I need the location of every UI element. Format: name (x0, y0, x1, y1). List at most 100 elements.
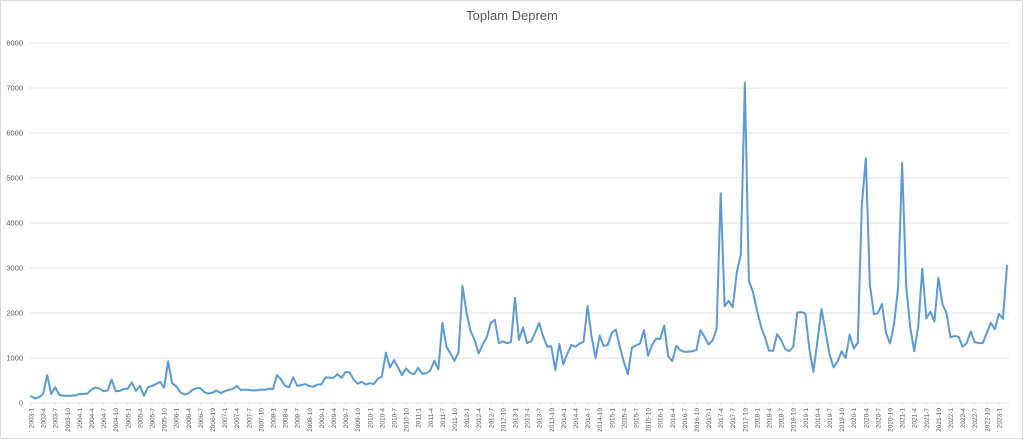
data-point (449, 352, 452, 355)
data-point (502, 340, 504, 342)
data-point (703, 336, 706, 338)
data-point (970, 330, 972, 333)
data-point (639, 343, 641, 345)
x-tick-label: 2017-1 (706, 408, 713, 429)
data-point (695, 349, 698, 351)
x-tick-label: 2011-10 (452, 408, 459, 432)
data-point (74, 394, 76, 396)
data-point (978, 342, 980, 344)
x-tick-label: 2016-1 (658, 408, 665, 429)
data-point (433, 360, 435, 362)
data-point (42, 393, 44, 395)
x-tick-label: 2004-4 (89, 408, 96, 429)
data-point (159, 381, 161, 383)
x-tick-label: 2015-4 (621, 408, 628, 429)
data-point (474, 339, 476, 341)
y-tick-label: 7000 (6, 84, 23, 93)
data-point (615, 329, 617, 331)
gridlines (29, 42, 1009, 404)
y-tick-label: 8000 (6, 39, 23, 48)
data-point (46, 374, 48, 376)
data-point (215, 389, 218, 391)
data-point (429, 370, 431, 372)
data-point (62, 395, 64, 397)
data-point (336, 373, 339, 375)
data-point (385, 352, 387, 354)
data-point (558, 343, 560, 345)
x-tick-label: 2010-7 (391, 408, 398, 429)
data-point (957, 336, 960, 338)
x-tick-label: 2016-7 (682, 408, 689, 429)
data-point (683, 351, 685, 353)
data-point (643, 329, 645, 331)
x-tick-label: 2015-7 (633, 408, 640, 429)
data-point (240, 389, 242, 391)
data-point (425, 372, 427, 374)
x-tick-label: 2005-10 (162, 408, 169, 432)
x-tick-label: 2016-4 (670, 408, 677, 429)
data-point (151, 385, 153, 387)
data-point (566, 352, 568, 355)
x-tick-label: 2014-4 (573, 408, 580, 429)
chart-title: Toplam Deprem (466, 8, 558, 23)
data-point (933, 320, 935, 323)
x-tick-label: 2023-1 (996, 408, 1003, 429)
series-layer (30, 81, 1008, 400)
data-point (155, 383, 157, 385)
data-point (328, 377, 331, 379)
data-point (199, 387, 201, 389)
x-tick-label: 2008-7 (295, 408, 302, 429)
data-point (397, 366, 399, 369)
data-point (268, 388, 270, 390)
x-tick-label: 2020-10 (888, 408, 895, 432)
data-point (260, 388, 262, 391)
data-point (163, 387, 165, 389)
x-tick-label: 2012-4 (476, 408, 483, 429)
data-point (409, 372, 411, 374)
x-tick-label: 2015-1 (609, 408, 616, 429)
data-point (913, 350, 915, 352)
data-point (272, 388, 274, 390)
y-tick-label: 1000 (6, 354, 23, 363)
data-point (244, 388, 246, 391)
data-point (837, 361, 839, 363)
data-point (223, 390, 226, 392)
data-point (659, 338, 661, 340)
x-tick-label: 2021-10 (936, 408, 943, 432)
data-point (103, 390, 105, 392)
data-point (962, 346, 964, 348)
data-point (308, 385, 310, 387)
data-point (937, 277, 940, 279)
data-point (66, 395, 68, 397)
data-point (554, 369, 556, 371)
data-point (445, 346, 448, 348)
data-point (344, 371, 347, 373)
data-point (490, 322, 492, 324)
data-point (752, 291, 754, 293)
x-tick-label: 2017-4 (718, 408, 725, 429)
data-point (784, 348, 786, 350)
x-tick-label: 2011-4 (428, 408, 435, 428)
data-point (465, 312, 468, 314)
data-point (772, 350, 774, 352)
data-point (248, 389, 250, 391)
data-point (453, 360, 456, 362)
data-point (865, 157, 867, 159)
data-point (280, 379, 282, 381)
data-point (86, 392, 89, 395)
data-point (905, 285, 907, 287)
x-axis: 2003-1 2003-4 2003-7 2003-10 2004-1 2004-4 200… (29, 403, 1003, 432)
data-point (990, 322, 992, 324)
data-point (824, 330, 827, 333)
x-tick-label: 2013-10 (549, 408, 556, 432)
data-point (340, 377, 343, 379)
data-point (720, 192, 722, 194)
x-tick-label: 2014-10 (597, 408, 604, 432)
data-point (812, 371, 815, 373)
data-point (38, 396, 40, 398)
data-point (236, 385, 238, 387)
data-point (203, 391, 206, 393)
x-tick-label: 2007-7 (246, 408, 253, 429)
data-point (679, 349, 681, 351)
